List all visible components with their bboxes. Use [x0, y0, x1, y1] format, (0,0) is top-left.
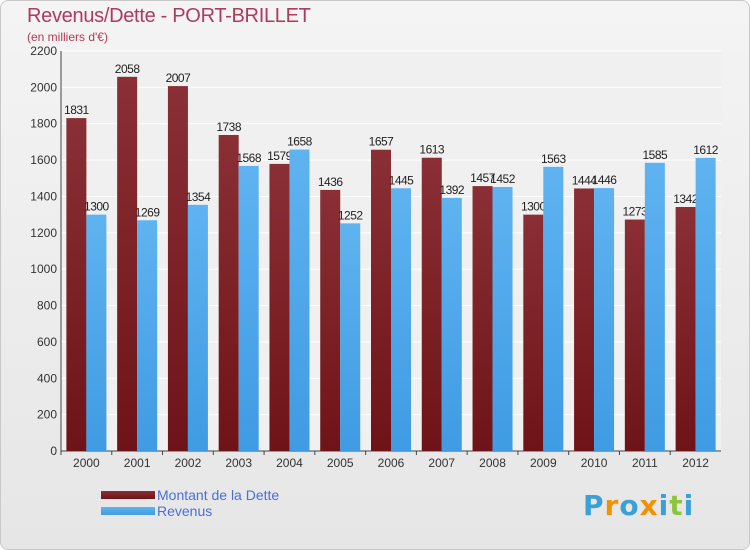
- y-tick-label: 200: [37, 408, 57, 422]
- data-label: 1612: [693, 143, 719, 157]
- legend: Montant de la Dette Revenus: [101, 487, 279, 519]
- data-label: 1579: [267, 149, 293, 163]
- data-label: 1342: [673, 192, 699, 206]
- data-label: 1445: [389, 173, 415, 187]
- y-tick-label: 1800: [30, 117, 57, 131]
- bar-revenue: [543, 166, 564, 451]
- x-tick-label: 2004: [276, 456, 303, 470]
- y-tick-label: 1200: [30, 226, 57, 240]
- logo-letter: t: [669, 489, 684, 522]
- legend-label-revenue: Revenus: [157, 503, 213, 519]
- data-label: 2058: [115, 62, 141, 76]
- bar-revenue: [238, 165, 259, 451]
- data-label: 1452: [490, 172, 516, 186]
- bar-debt: [624, 219, 645, 451]
- x-tick-label: 2006: [378, 456, 405, 470]
- bar-debt: [320, 189, 341, 451]
- bar-revenue: [340, 223, 361, 451]
- bar-debt: [675, 207, 696, 451]
- x-tick-label: 2002: [175, 456, 202, 470]
- y-tick-label: 600: [37, 335, 57, 349]
- bar-revenue: [137, 220, 158, 451]
- x-tick-label: 2008: [479, 456, 506, 470]
- bar-debt: [218, 135, 239, 451]
- data-label: 1457: [470, 171, 496, 185]
- data-label: 1657: [369, 135, 395, 149]
- x-tick-label: 2009: [530, 456, 557, 470]
- x-tick-label: 2000: [73, 456, 100, 470]
- bar-debt: [371, 149, 391, 451]
- bar-revenue: [594, 188, 615, 451]
- data-label: 1273: [622, 205, 648, 219]
- bar-debt: [117, 76, 138, 452]
- data-label: 1738: [216, 120, 242, 134]
- bar-debt: [269, 163, 290, 451]
- x-tick-label: 2011: [632, 456, 658, 470]
- data-label: 2007: [166, 71, 192, 85]
- data-label: 1392: [439, 183, 465, 197]
- legend-item-revenue: Revenus: [101, 503, 279, 519]
- y-tick-label: 400: [37, 371, 57, 385]
- y-tick-label: 2000: [30, 80, 57, 94]
- bar-revenue: [187, 204, 208, 451]
- bar-revenue: [695, 157, 716, 451]
- logo-letter: P: [583, 489, 605, 522]
- y-tick-label: 1000: [30, 262, 57, 276]
- logo-letter: x: [639, 489, 659, 522]
- data-label: 1436: [318, 175, 344, 189]
- data-label: 1658: [287, 135, 313, 149]
- data-label: 1444: [572, 173, 598, 187]
- x-tick-label: 2007: [428, 456, 455, 470]
- bar-debt: [167, 86, 188, 451]
- x-tick-label: 2005: [327, 456, 354, 470]
- x-tick-label: 2003: [225, 456, 252, 470]
- chart-subtitle: (en milliers d'€): [27, 30, 108, 44]
- data-label: 1585: [642, 148, 668, 162]
- bar-revenue: [289, 149, 310, 451]
- data-label: 1563: [541, 152, 567, 166]
- data-label: 1613: [419, 143, 445, 157]
- bar-debt: [472, 186, 493, 451]
- data-label: 1269: [135, 205, 161, 219]
- x-tick-label: 2010: [581, 456, 608, 470]
- data-label: 1831: [64, 103, 90, 117]
- y-tick-label: 1600: [30, 153, 57, 167]
- data-label: 1300: [521, 200, 547, 214]
- y-tick-label: 2200: [30, 44, 57, 58]
- data-label: 1446: [592, 173, 618, 187]
- data-label: 1300: [84, 200, 110, 214]
- logo-letter: i: [683, 489, 695, 522]
- bar-debt: [574, 188, 595, 452]
- bar-revenue: [86, 214, 107, 451]
- bar-debt: [66, 118, 87, 451]
- bar-revenue: [492, 187, 513, 451]
- bar-revenue: [441, 197, 462, 451]
- logo-letter: i: [658, 489, 670, 522]
- legend-swatch-debt: [101, 491, 155, 499]
- legend-label-debt: Montant de la Dette: [157, 487, 280, 503]
- bar-revenue: [644, 162, 665, 451]
- chart-title: Revenus/Dette - PORT-BRILLET: [27, 5, 311, 27]
- bar-revenue: [391, 188, 411, 452]
- data-label: 1354: [186, 190, 212, 204]
- legend-item-debt: Montant de la Dette: [101, 487, 279, 503]
- logo-letter: r: [604, 489, 620, 522]
- bar-debt: [421, 157, 442, 451]
- y-tick-label: 0: [50, 444, 57, 458]
- y-tick-label: 1400: [30, 189, 57, 203]
- data-label: 1252: [338, 208, 364, 222]
- y-tick-label: 800: [37, 299, 57, 313]
- logo-letter: o: [619, 489, 640, 522]
- x-tick-label: 2001: [124, 456, 151, 470]
- legend-swatch-revenue: [101, 507, 155, 515]
- data-label: 1568: [236, 151, 262, 165]
- x-tick-label: 2012: [682, 456, 709, 470]
- proxiti-logo: Proxiti: [583, 489, 694, 522]
- bar-debt: [523, 214, 544, 451]
